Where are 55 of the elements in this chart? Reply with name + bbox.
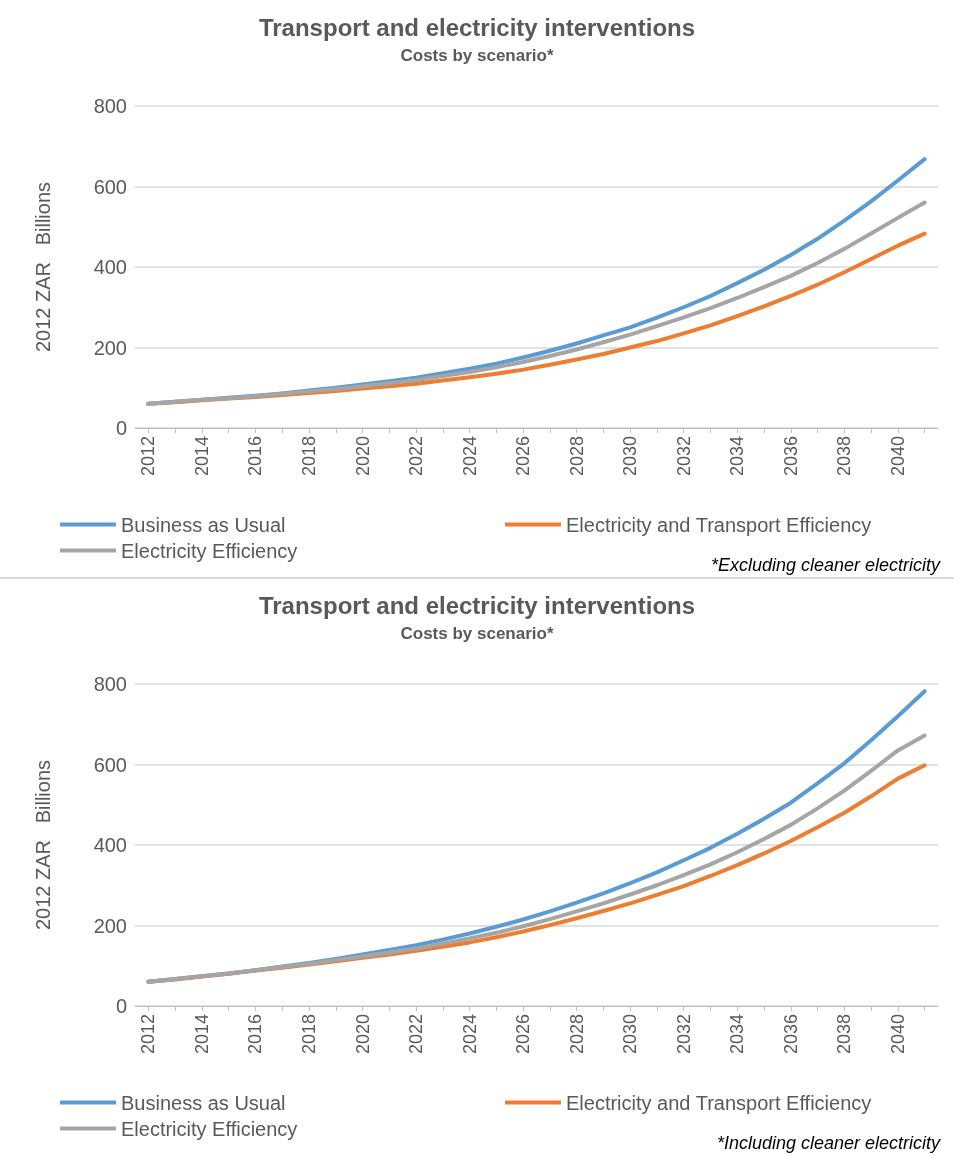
text: *Including cleaner electricity: [716, 1132, 941, 1153]
x-tick-label: 2036: [780, 436, 801, 477]
x-tick-label: 2024: [459, 436, 480, 477]
x-tick-label: 2034: [727, 1013, 748, 1054]
x-tick-label: 2014: [191, 436, 212, 477]
x-tick-label: 2018: [298, 1013, 319, 1054]
x-tick-label: 2016: [245, 436, 266, 477]
x-tick-label: 2040: [887, 436, 908, 477]
y-tick-label: 200: [93, 336, 127, 359]
y-axis-title: 2012 ZAR Billions: [32, 181, 54, 353]
legend-label: Electricity Efficiency: [121, 1117, 298, 1139]
y-tick-label: 600: [93, 753, 127, 775]
line-series: [146, 200, 927, 406]
y-tick-label: 200: [93, 914, 127, 936]
x-tick-label: 2018: [298, 436, 319, 477]
x-tick-label: 2016: [245, 1013, 266, 1054]
x-tick-label: 2040: [887, 1013, 908, 1054]
x-tick-label: 2030: [620, 436, 641, 477]
y-tick-label: 800: [93, 95, 127, 117]
x-tick-label: 2038: [834, 436, 855, 477]
x-tick-label: 2026: [513, 1013, 534, 1054]
x-tick-label: 2012: [138, 1013, 159, 1054]
y-axis-title: 2012 ZAR Billions: [32, 759, 54, 930]
x-tick-label: 2020: [352, 1013, 373, 1054]
x-tick-label: 2032: [673, 436, 694, 477]
x-tick-label: 2038: [834, 1013, 855, 1054]
y-tick-label: 0: [115, 417, 127, 439]
x-tick-label: 2036: [780, 1013, 801, 1054]
x-tick-label: 2034: [727, 436, 748, 477]
legend-label: Electricity and Transport Efficiency: [566, 513, 872, 536]
x-tick-label: 2022: [406, 436, 427, 477]
x-tick-label: 2022: [406, 1013, 427, 1054]
chart-title: Transport and electricity interventions: [258, 13, 696, 41]
legend-label: Business as Usual: [121, 513, 286, 536]
legend-label: Electricity and Transport Efficiency: [566, 1091, 872, 1113]
legend-label: Business as Usual: [121, 1091, 286, 1113]
chart-subtitle: Costs by scenario*: [400, 623, 554, 643]
y-tick-label: 400: [93, 833, 127, 856]
x-tick-label: 2026: [513, 436, 534, 477]
legend-label: Electricity Efficiency: [121, 539, 298, 562]
x-tick-label: 2028: [566, 1013, 587, 1054]
x-tick-label: 2032: [673, 1013, 694, 1054]
x-tick-label: 2030: [620, 1013, 641, 1054]
y-tick-label: 600: [93, 175, 127, 198]
x-tick-label: 2012: [138, 436, 159, 477]
x-tick-label: 2028: [566, 436, 587, 477]
y-tick-label: 800: [93, 672, 127, 695]
y-tick-label: 0: [115, 994, 127, 1017]
x-tick-label: 2014: [191, 1013, 212, 1054]
chart-subtitle: Costs by scenario*: [400, 46, 554, 65]
x-tick-label: 2024: [459, 1013, 480, 1054]
text: *Excluding cleaner electricity: [710, 555, 941, 575]
x-tick-label: 2020: [352, 436, 373, 477]
chart-title: Transport and electricity interventions: [258, 591, 696, 618]
y-tick-label: 400: [93, 256, 127, 278]
